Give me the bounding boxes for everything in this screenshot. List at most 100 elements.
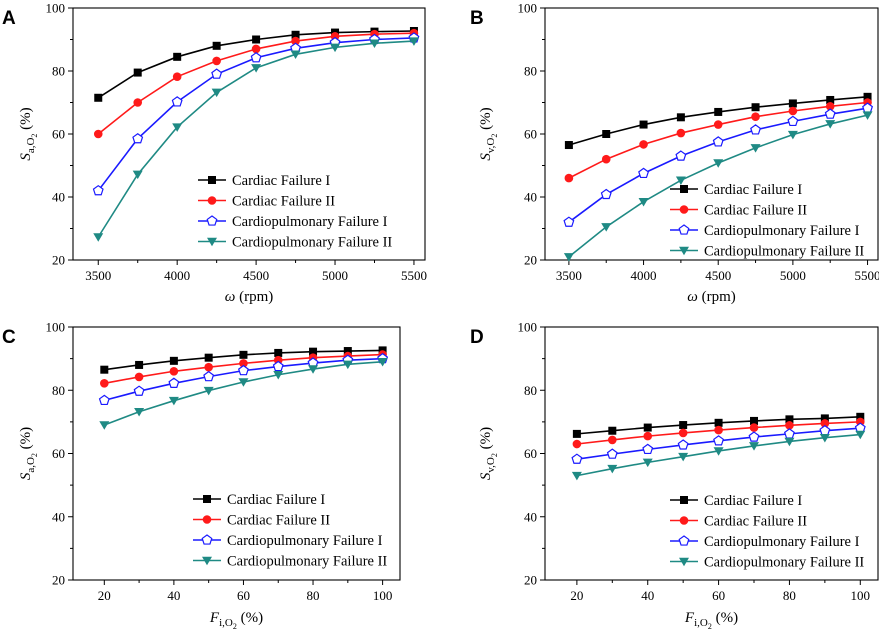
data-point [638, 197, 649, 207]
data-point [639, 140, 648, 149]
data-point [239, 350, 248, 359]
data-point [171, 96, 183, 107]
x-tick-label: 20 [570, 588, 583, 603]
x-tick-label: 100 [851, 588, 871, 603]
x-tick-label: 80 [783, 588, 796, 603]
legend-label: Cardiac Failure I [232, 173, 330, 189]
data-point [172, 72, 182, 81]
y-tick-label: 60 [52, 446, 65, 461]
x-tick-label: 5500 [401, 268, 427, 283]
legend-marker [203, 495, 211, 503]
data-point [204, 353, 213, 362]
data-point [787, 130, 798, 140]
data-point [675, 176, 686, 186]
data-point [168, 396, 179, 406]
data-point [862, 111, 873, 120]
legend-label: Cardiac Failure II [704, 203, 807, 219]
data-point [133, 385, 145, 396]
legend-marker [678, 224, 690, 235]
series-1 [564, 92, 872, 150]
data-point [252, 35, 261, 44]
y-axis-unit: (%) [478, 427, 494, 450]
y-axis-unit: (%) [478, 107, 494, 130]
y-axis-symbol: S [18, 472, 34, 480]
y-tick-label: 80 [52, 64, 65, 79]
data-point [291, 30, 300, 39]
x-axis-unit: (%) [716, 610, 739, 626]
data-point [749, 423, 759, 432]
data-point [787, 115, 799, 127]
y-tick-label: 80 [52, 383, 65, 398]
data-point [751, 112, 760, 121]
x-axis-subscript: i,O [694, 617, 708, 629]
y-axis-subsubscript: 2 [490, 453, 499, 457]
panel-letter: C [2, 327, 16, 348]
x-axis-subsubscript: 2 [708, 622, 712, 631]
x-axis-label: ω (rpm) [687, 289, 736, 305]
data-point [826, 95, 835, 104]
legend-label: Cardiac Failure II [227, 513, 330, 529]
data-point [377, 358, 388, 367]
y-tick-label: 60 [524, 127, 537, 142]
legend-label: Cardiac Failure II [704, 514, 807, 530]
x-tick-label: 3500 [85, 268, 111, 283]
panel-letter: B [470, 8, 484, 29]
series-1 [572, 412, 865, 438]
data-point [212, 56, 221, 66]
data-point [134, 372, 144, 382]
data-point [169, 366, 179, 376]
legend-label: Cardiopulmonary Failure I [232, 214, 388, 230]
data-point [239, 359, 248, 368]
data-point [676, 113, 685, 122]
data-point [572, 439, 582, 449]
data-point [251, 44, 261, 54]
legend: Cardiac Failure I Cardiac Failure II Cardi… [198, 173, 392, 251]
x-tick-label: 5000 [780, 268, 806, 283]
x-axis-symbol: F [209, 610, 220, 626]
data-point [824, 108, 836, 119]
data-point [713, 447, 724, 456]
legend-marker [207, 196, 217, 205]
y-axis-subscript: a,O [25, 138, 37, 154]
legend: Cardiac Failure I Cardiac Failure II Cardi… [670, 493, 864, 571]
x-axis-label: Fi,O2 (%) [684, 610, 738, 631]
data-point [237, 364, 249, 376]
legend-marker [208, 176, 216, 184]
y-axis-label: Sa,O2 (%) [18, 427, 39, 480]
x-axis-unit: (%) [241, 610, 264, 626]
data-point [100, 378, 109, 388]
y-tick-label: 80 [524, 383, 537, 398]
data-point [714, 107, 723, 116]
data-point [290, 50, 301, 60]
data-point [563, 253, 574, 262]
y-tick-label: 40 [524, 190, 537, 205]
y-tick-label: 20 [52, 573, 65, 588]
x-axis-symbol: F [684, 610, 695, 626]
legend-label: Cardiopulmonary Failure II [232, 235, 392, 251]
legend-label: Cardiac Failure I [704, 182, 802, 198]
data-point [600, 188, 612, 200]
x-tick-label: 40 [167, 588, 180, 603]
data-point [133, 68, 142, 77]
data-point [751, 103, 760, 112]
legend-label: Cardiopulmonary Failure I [227, 533, 383, 549]
data-point [99, 421, 110, 430]
data-point [820, 419, 830, 428]
data-point [638, 167, 650, 179]
data-point [819, 424, 831, 436]
data-point [608, 435, 617, 445]
legend-marker [679, 246, 689, 256]
y-tick-label: 40 [52, 190, 65, 205]
data-point [173, 52, 182, 61]
series-4 [93, 37, 419, 242]
data-point [330, 43, 341, 53]
legend-marker [679, 557, 689, 567]
panel-b: 3500 4000 4500 5000 5500 20 40 60 80 100 Bω (rpm) S… [470, 1, 879, 306]
y-axis-symbol: S [478, 472, 494, 480]
data-point [274, 348, 283, 357]
series-3 [563, 102, 874, 227]
data-point [204, 362, 213, 372]
y-tick-label: 20 [524, 253, 537, 268]
